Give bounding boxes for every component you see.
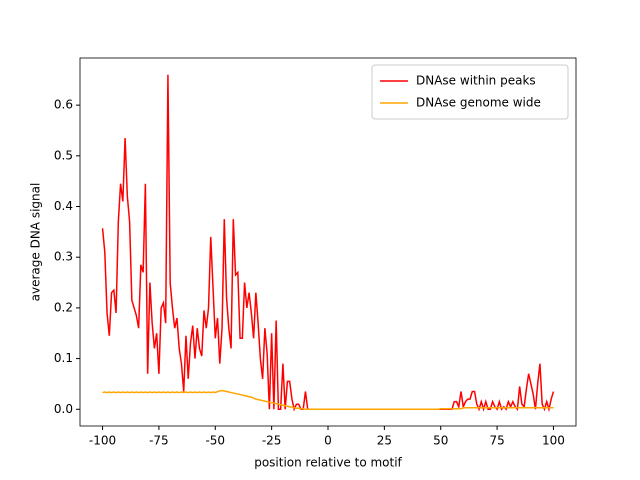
x-tick-label: 25 [377,434,392,448]
legend-box [371,64,569,120]
x-tick-label: 100 [542,434,565,448]
x-tick-label: -50 [205,434,225,448]
x-tick-label: -25 [262,434,282,448]
line-series [101,74,555,413]
line-series [102,389,554,411]
y-tick-label: 0.3 [54,250,73,264]
x-tick-label: 50 [433,434,448,448]
y-tick-label: 0.4 [54,199,73,213]
x-axis-label: position relative to motif [254,456,402,470]
legend-label: DNAse within peaks [416,74,536,88]
y-tick-label: 0.5 [54,148,73,162]
x-tick-label: -75 [149,434,169,448]
y-axis-label: average DNA signal [29,183,43,302]
x-tick-label: -100 [89,434,116,448]
y-tick-label: 0.6 [54,98,73,112]
y-tick-label: 0.2 [54,300,73,314]
x-tick-label: 0 [324,434,332,448]
y-tick-label: 0.0 [54,402,73,416]
y-tick-label: 0.1 [54,351,73,365]
x-tick-label: 75 [489,434,504,448]
legend-label: DNAse genome wide [416,96,541,110]
